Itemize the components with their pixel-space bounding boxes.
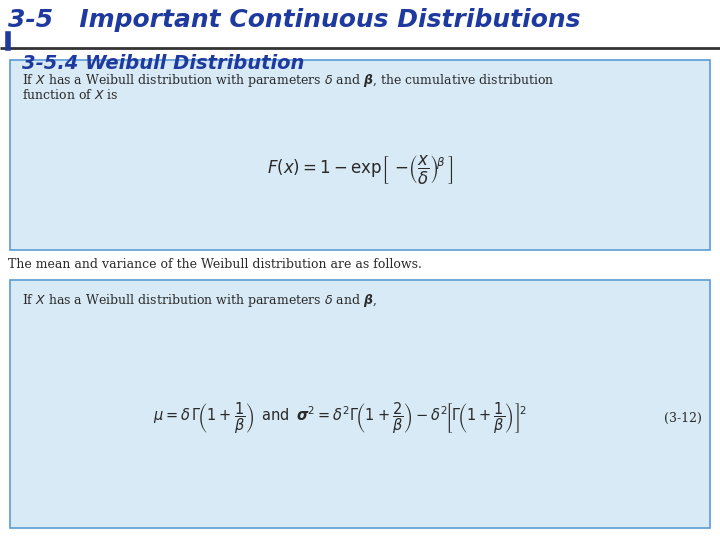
Text: function of $X$ is: function of $X$ is — [22, 88, 119, 102]
FancyBboxPatch shape — [10, 280, 710, 528]
Text: $F(x) = 1 - \exp\!\left[\,-\!\left(\dfrac{x}{\delta}\right)^{\!\beta}\,\right]$: $F(x) = 1 - \exp\!\left[\,-\!\left(\dfra… — [266, 153, 454, 186]
FancyBboxPatch shape — [10, 60, 710, 250]
Text: 3-5.4 Weibull Distribution: 3-5.4 Weibull Distribution — [22, 54, 305, 73]
Text: $\mu = \delta\,\Gamma\!\left(1 + \dfrac{1}{\beta}\right) \enspace \text{and} \en: $\mu = \delta\,\Gamma\!\left(1 + \dfrac{… — [153, 400, 527, 436]
Text: The mean and variance of the Weibull distribution are as follows.: The mean and variance of the Weibull dis… — [8, 258, 422, 271]
Text: 3-5   Important Continuous Distributions: 3-5 Important Continuous Distributions — [8, 8, 580, 32]
Text: If $X$ has a Weibull distribution with parameters $\delta$ and $\boldsymbol{\bet: If $X$ has a Weibull distribution with p… — [22, 72, 554, 89]
Text: If $X$ has a Weibull distribution with parameters $\delta$ and $\boldsymbol{\bet: If $X$ has a Weibull distribution with p… — [22, 292, 377, 309]
Text: (3-12): (3-12) — [664, 411, 702, 424]
